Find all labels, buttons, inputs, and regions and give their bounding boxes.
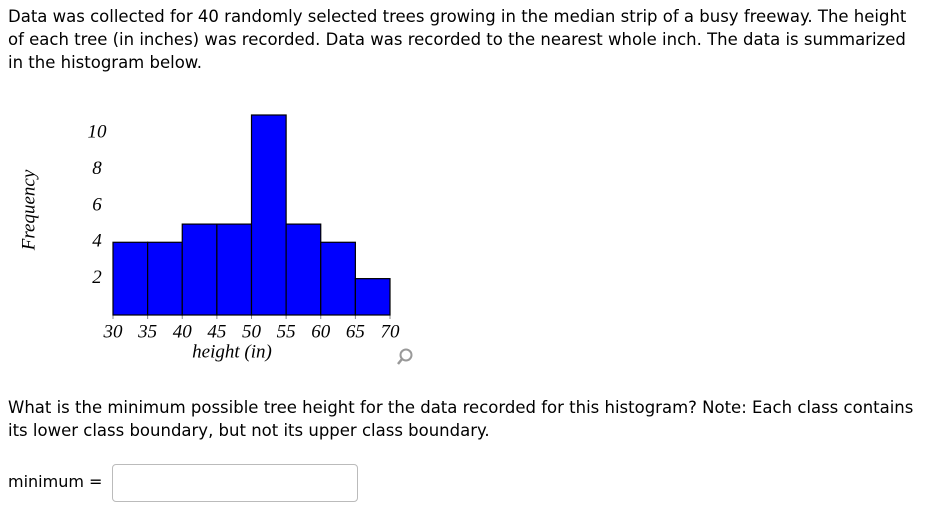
answer-input[interactable] [112,464,358,502]
zoom-icon[interactable] [397,348,413,365]
x-tick-label: 65 [346,321,365,342]
y-tick-label: 2 [92,267,102,288]
bar [320,241,356,316]
x-tick-label: 70 [381,321,401,342]
bar [216,223,253,316]
answer-label: minimum = [8,472,103,491]
x-tick-label: 45 [207,321,226,342]
y-axis-label: Frequency [18,169,39,251]
x-tick-label: 30 [103,321,124,342]
bar [147,241,183,316]
x-tick-label: 35 [137,321,157,342]
y-tick-label: 6 [92,194,102,215]
x-tick-label: 55 [277,321,296,342]
y-tick-label: 8 [92,158,102,179]
bar [285,223,322,316]
y-tick-label: 10 [88,122,108,143]
histogram: Frequency height (in) 2 4 6 8 10 30 35 40 45 50 55… [18,114,413,365]
x-tick-label: 40 [173,321,193,342]
y-tick-label: 4 [92,231,102,252]
x-axis-label: height (in) [192,341,272,362]
bar [250,114,287,316]
bar [181,223,218,316]
zoom-lens[interactable] [399,348,413,362]
intro-text: Data was collected for 40 randomly selec… [8,7,907,72]
x-tick-label: 60 [311,321,331,342]
bar [112,241,149,316]
question-text: What is the minimum possible tree height… [8,398,914,440]
zoom-handle[interactable] [397,358,403,365]
x-tick-label: 50 [242,321,262,342]
bar [354,278,391,316]
